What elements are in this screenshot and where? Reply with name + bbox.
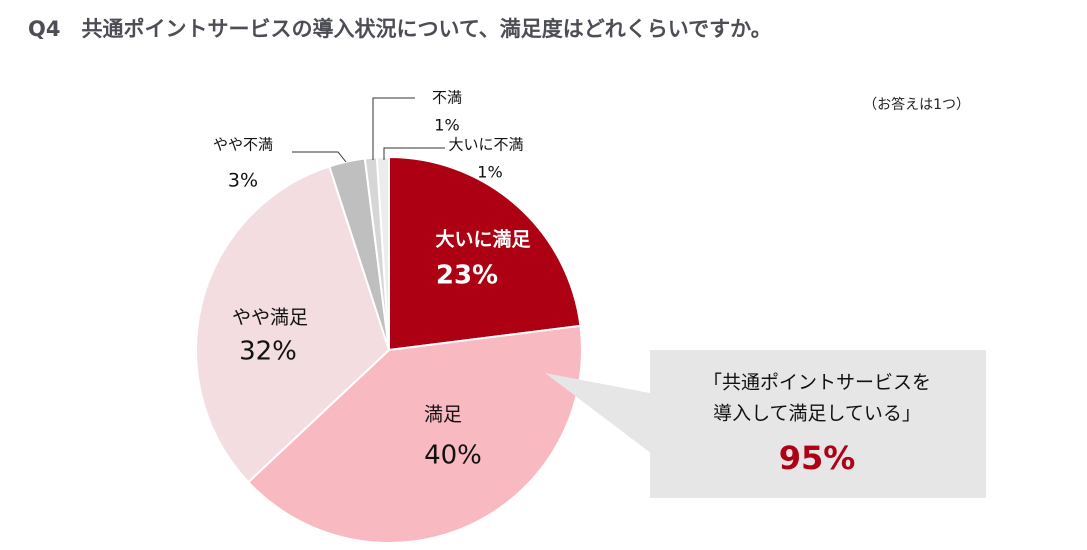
- chart-title: Q4 共通ポイントサービスの導入状況について、満足度はどれくらいですか。: [28, 17, 772, 41]
- leader-line: [292, 151, 347, 163]
- chart-subtitle: （お答えは1つ）: [863, 96, 970, 113]
- callout-text: 「共通ポイントサービスを: [703, 372, 931, 394]
- leader-lines: [292, 97, 445, 163]
- slice-label: 大いに不満: [448, 136, 523, 154]
- slice-label: 不満: [432, 89, 462, 107]
- slice-value-label: 40%: [424, 441, 482, 471]
- slice-label: 満足: [424, 404, 462, 426]
- slice-value-label: 3%: [228, 170, 258, 192]
- slice-label: やや満足: [232, 307, 308, 329]
- callout-pointer: [545, 373, 660, 460]
- leader-line: [372, 97, 415, 160]
- callout-box: [650, 350, 986, 498]
- slice-value-label: 23%: [436, 261, 498, 291]
- pie-slice: [375, 155, 390, 351]
- pie-slice: [195, 165, 391, 484]
- slice-label: やや不満: [213, 136, 273, 154]
- slice-value-label: 32%: [239, 337, 297, 367]
- slice-label: 大いに満足: [435, 228, 531, 251]
- pie-slice: [388, 155, 582, 352]
- leader-line: [383, 147, 445, 160]
- callout-value: 95%: [779, 439, 856, 477]
- slice-value-label: 1%: [477, 163, 502, 182]
- callout-text: 導入して満足している」: [713, 403, 921, 425]
- slice-value-label: 1%: [434, 116, 459, 135]
